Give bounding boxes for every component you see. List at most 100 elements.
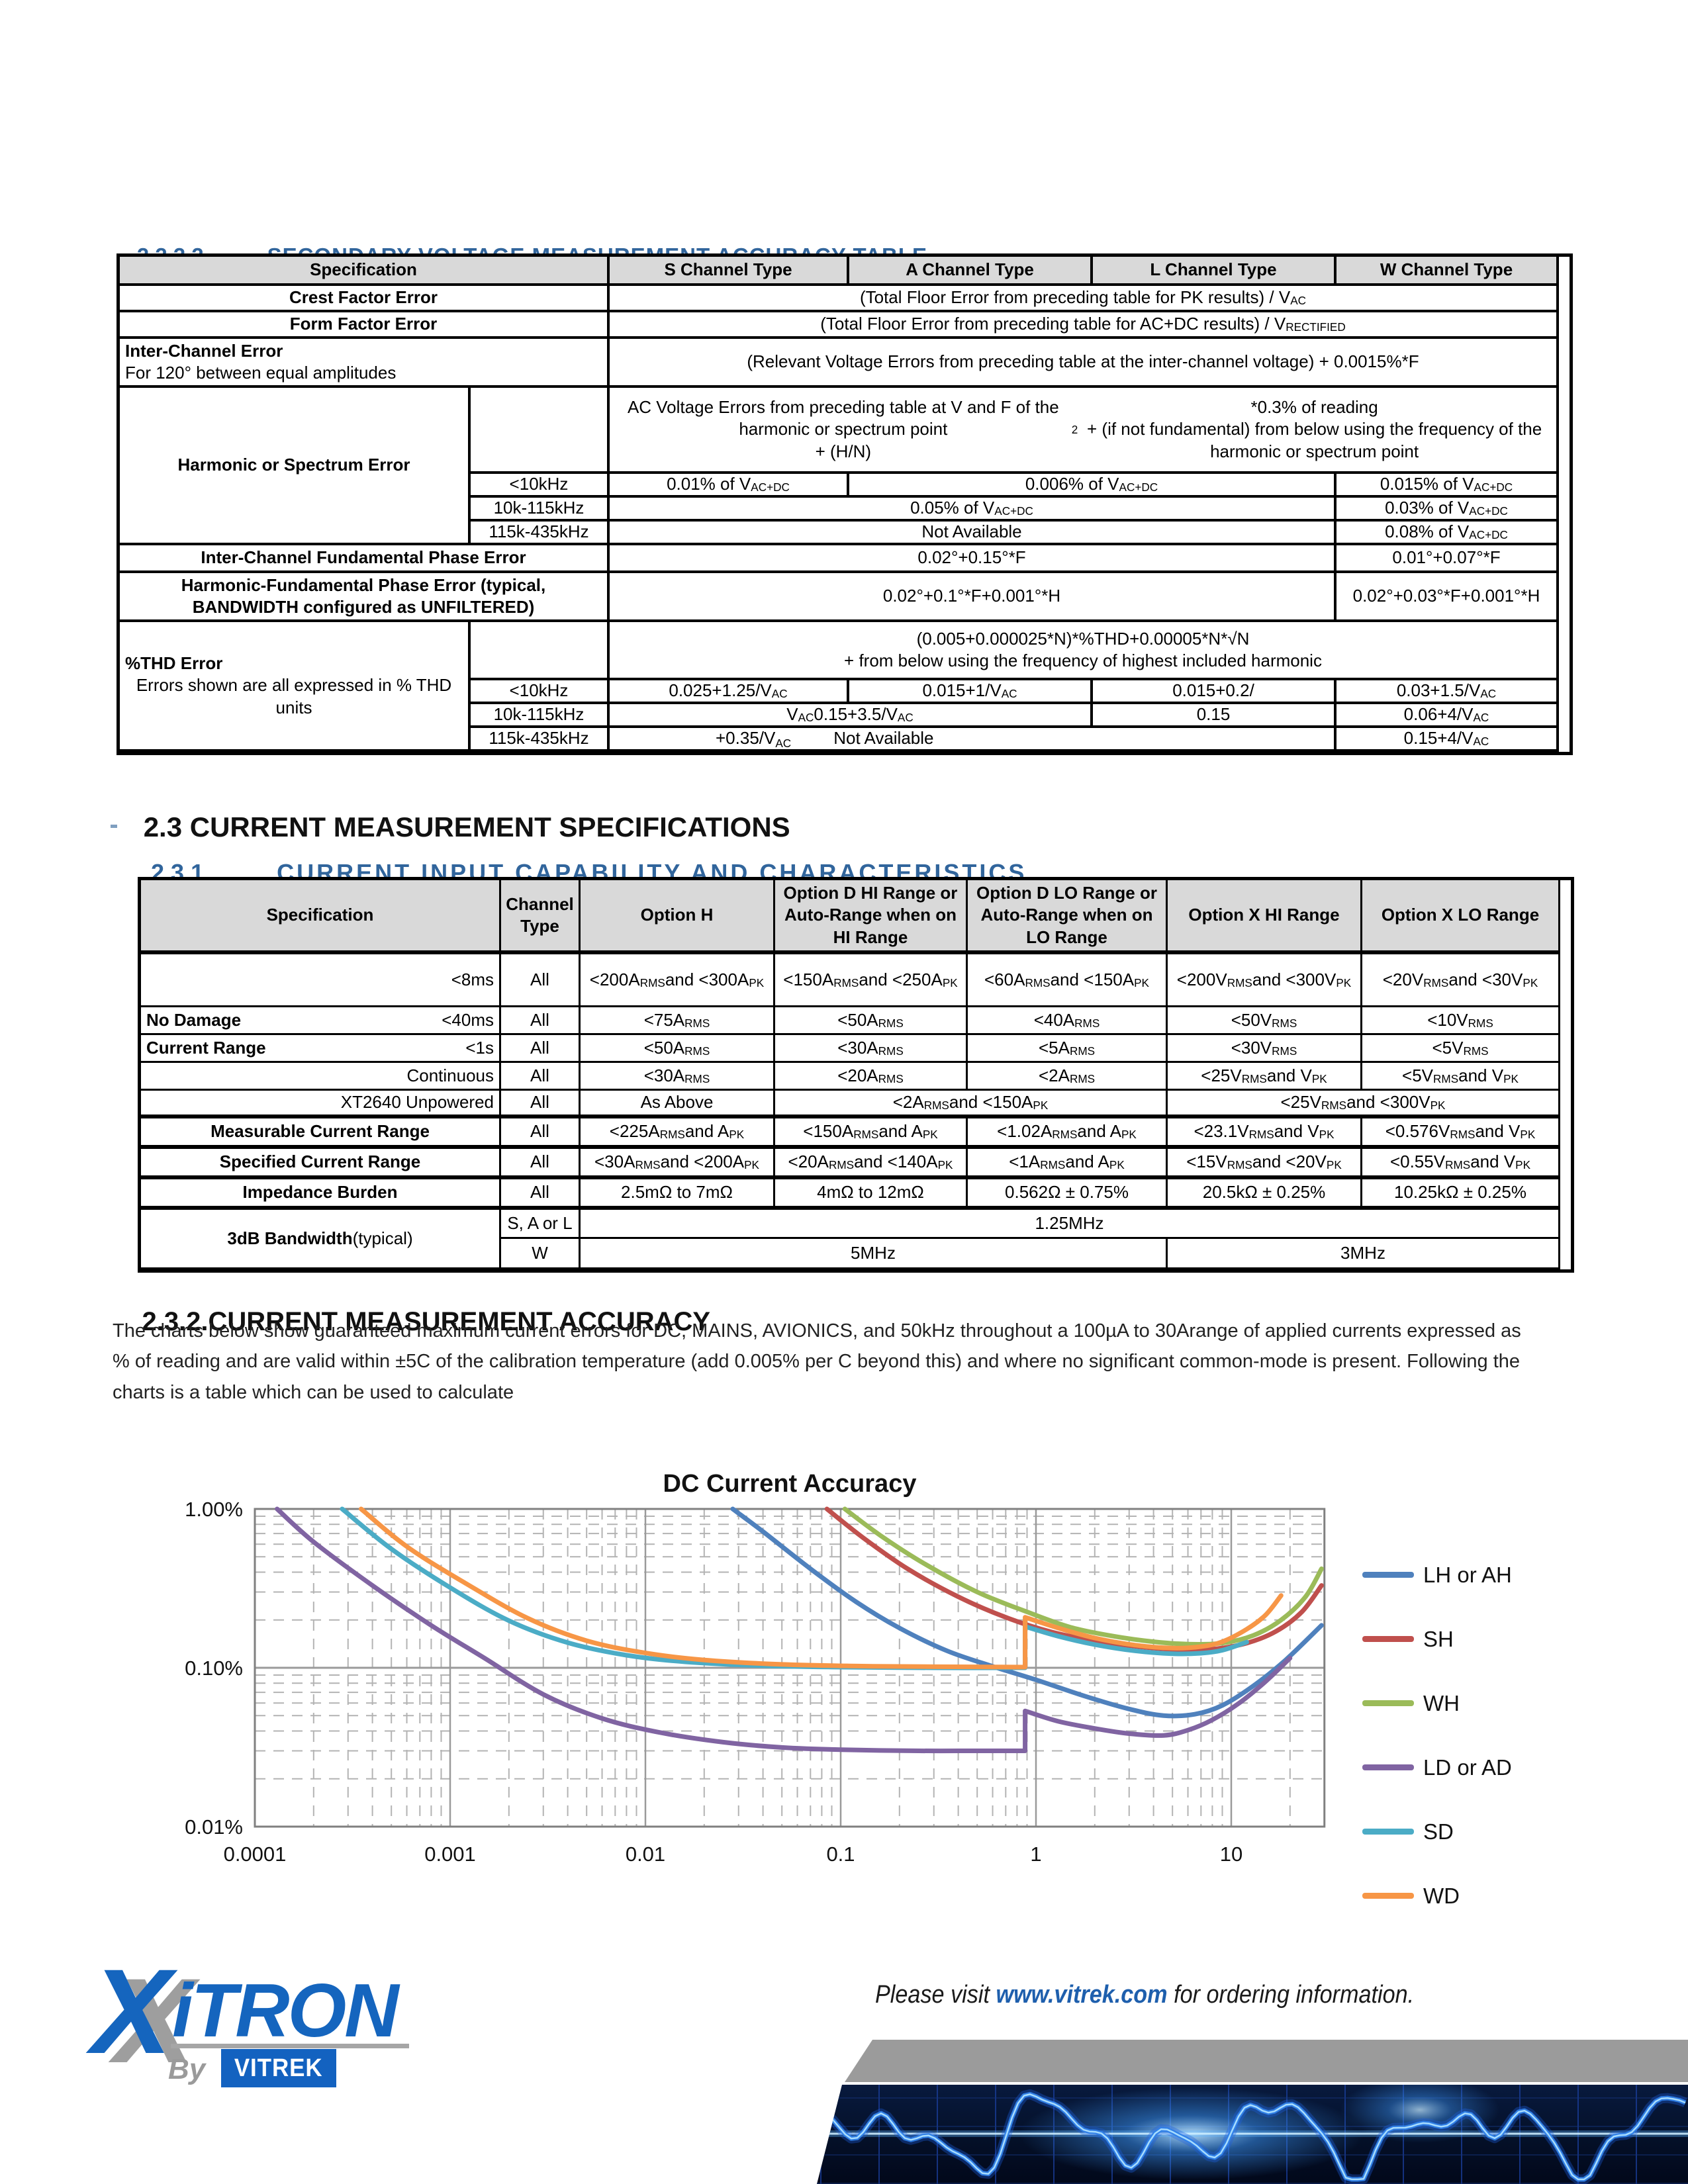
table-cell: <0.55V RMS and V PK: [1362, 1149, 1560, 1179]
table-cell: All: [501, 1179, 581, 1210]
row-label: Form Factor Error: [120, 312, 610, 339]
table-cell: All: [501, 1091, 581, 1118]
legend-swatch: [1362, 1700, 1414, 1706]
row-label: No Damage <40ms: [141, 1007, 501, 1035]
table-cell: 3MHz: [1168, 1239, 1560, 1269]
table-cell: <50A RMS: [775, 1007, 968, 1035]
legend-item-lh-or-ah: LH or AH: [1362, 1543, 1512, 1607]
table-cell: (Total Floor Error from preceding table …: [610, 286, 1559, 312]
legend-label: WD: [1423, 1883, 1460, 1908]
table-cell: (0.005+0.000025*N)*%THD+0.00005*N*√N + fr…: [610, 622, 1559, 680]
legend-label: WH: [1423, 1690, 1460, 1715]
freq-label: 10k-115kHz: [471, 498, 610, 522]
table-cell: <150A RMS and A PK: [775, 1118, 968, 1149]
waveform-svg: [817, 2085, 1688, 2184]
table-cell: W: [501, 1239, 581, 1269]
table-cell: <200A RMS and <300A PK: [581, 954, 775, 1007]
table-cell: 1.25MHz: [581, 1210, 1560, 1239]
row-label: Harmonic or Spectrum Error: [120, 388, 471, 545]
legend-item-sd: SD: [1362, 1799, 1512, 1864]
chart-plot-area: 1.00% 0.10% 0.01% 0.0001 0.001 0.01 0.1 1 10: [185, 1498, 1326, 1866]
table-cell: <2A RMS and <150A PK: [775, 1091, 1168, 1118]
table-cell: 0.01% of V AC+DC: [610, 474, 849, 498]
table-cell: V AC 0.15+3.5/V AC: [610, 704, 1093, 728]
table-cell: <40A RMS: [968, 1007, 1168, 1035]
freq-label: 10k-115kHz: [471, 704, 610, 728]
table-cell: All: [501, 1035, 581, 1063]
row-label: Crest Factor Error: [120, 286, 610, 312]
table-cell: 10.25kΩ ± 0.25%: [1362, 1179, 1560, 1210]
table-cell: <23.1V RMS and V PK: [1168, 1118, 1362, 1149]
logo-x: X: [91, 1944, 172, 2079]
row-label: Current Range <1s: [141, 1035, 501, 1063]
table-cell: <75A RMS: [581, 1007, 775, 1035]
table-cell: AC Voltage Errors from preceding table a…: [610, 388, 1559, 474]
legend-item-wd: WD: [1362, 1864, 1512, 1928]
legend-label: LD or AD: [1423, 1754, 1512, 1780]
table-cell: S, A or L: [501, 1210, 581, 1239]
svg-text:0.001: 0.001: [424, 1843, 476, 1866]
legend-label: SD: [1423, 1819, 1454, 1844]
col-header: A Channel Type: [849, 257, 1093, 286]
table-cell: (Total Floor Error from preceding table …: [610, 312, 1559, 339]
logo-underline: [171, 2044, 409, 2048]
xitron-logo: X X iTRON By VITREK: [91, 1951, 489, 2116]
table-cell: 4mΩ to 12mΩ: [775, 1179, 968, 1210]
table-cell: 0.015+0.2/: [1093, 680, 1336, 704]
table-cell: All: [501, 1007, 581, 1035]
table-cell: 20.5kΩ ± 0.25%: [1168, 1179, 1362, 1210]
svg-text:10: 10: [1220, 1843, 1243, 1866]
table-cell: <2A RMS: [968, 1063, 1168, 1091]
footer-note: Please visit www.vitrek.com for ordering…: [875, 1981, 1415, 2009]
table-cell: All: [501, 1149, 581, 1179]
svg-text:0.01: 0.01: [626, 1843, 665, 1866]
col-header: Option D HI Range or Auto-Range when on …: [775, 880, 968, 954]
svg-text:1.00%: 1.00%: [185, 1498, 243, 1521]
svg-text:1: 1: [1030, 1843, 1041, 1866]
vitrek-link[interactable]: www.vitrek.com: [996, 1981, 1168, 2009]
table-cell: 0.562Ω ± 0.75%: [968, 1179, 1168, 1210]
table-cell: 0.15+4/V AC: [1336, 728, 1559, 752]
table-cell: 0.02°+0.15°*F: [610, 545, 1336, 573]
body-paragraph: The charts below show guaranteed maximum…: [113, 1320, 1521, 1403]
freq-label: <10kHz: [471, 680, 610, 704]
table-cell: <1A RMS and A PK: [968, 1149, 1168, 1179]
col-header: S Channel Type: [610, 257, 849, 286]
table-cell: 0.01°+0.07°*F: [1336, 545, 1559, 573]
row-label: <8ms: [141, 954, 501, 1007]
table-cell: <30A RMS: [581, 1063, 775, 1091]
table-cell: 0.03% of V AC+DC: [1336, 498, 1559, 522]
table-cell: 0.006% of V AC+DC: [849, 474, 1336, 498]
table-cell: All: [501, 1063, 581, 1091]
table-cell: 0.015+1/V AC: [849, 680, 1093, 704]
stray-mark: [111, 825, 117, 828]
logo-itron-text: iTRON: [172, 1969, 399, 2053]
table-cell: All: [501, 1118, 581, 1149]
col-header: W Channel Type: [1336, 257, 1559, 286]
table-cell: <1.02A RMS and A PK: [968, 1118, 1168, 1149]
legend-label: LH or AH: [1423, 1562, 1512, 1587]
legend-swatch: [1362, 1829, 1414, 1835]
table-cell: 0.15: [1093, 704, 1336, 728]
chart-legend: LH or AH SH WH LD or AD SD WD: [1362, 1543, 1512, 1928]
table-cell: <0.576V RMS and V PK: [1362, 1118, 1560, 1149]
table-cell: 0.015% of V AC+DC: [1336, 474, 1559, 498]
table-cell: <5V RMS: [1362, 1035, 1560, 1063]
dc-current-accuracy-chart: DC Current Accuracy 1.00% 0.10% 0.01% 0.000…: [0, 1446, 1688, 1969]
table-cell: +0.35/VAC Not Available: [610, 728, 1336, 752]
chart-title: DC Current Accuracy: [663, 1470, 917, 1498]
table-cell: <5V RMS and V PK: [1362, 1063, 1560, 1091]
freq-label: 115k-435kHz: [471, 728, 610, 752]
table-cell: 0.025+1.25/V AC: [610, 680, 849, 704]
table-cell: 0.06+4/V AC: [1336, 704, 1559, 728]
row-label: %THD Error Errors shown are all expresse…: [120, 622, 471, 752]
table-cell: 0.05% of V AC+DC: [610, 498, 1336, 522]
col-header: Option H: [581, 880, 775, 954]
table-cell: <25V RMS and <300V PK: [1168, 1091, 1560, 1118]
legend-swatch: [1362, 1572, 1414, 1578]
table-cell: 0.02°+0.03°*F+0.001°*H: [1336, 573, 1559, 622]
table-cell: <20V RMS and <30V PK: [1362, 954, 1560, 1007]
table-cell: As Above: [581, 1091, 775, 1118]
table-cell: Not Available: [610, 522, 1336, 545]
